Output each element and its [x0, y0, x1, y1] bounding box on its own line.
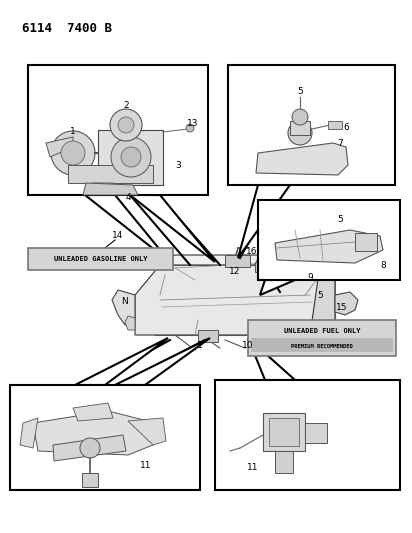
- Bar: [228, 65, 395, 185]
- Polygon shape: [73, 403, 113, 421]
- Polygon shape: [128, 418, 166, 445]
- Text: 1: 1: [197, 341, 203, 350]
- Text: 5: 5: [317, 292, 323, 301]
- Text: UNLEADED GASOLINE ONLY: UNLEADED GASOLINE ONLY: [54, 256, 147, 262]
- Polygon shape: [20, 418, 38, 448]
- Text: 15: 15: [336, 303, 348, 312]
- Bar: [251, 338, 393, 352]
- Text: 5: 5: [337, 215, 343, 224]
- Bar: [248, 320, 396, 356]
- Polygon shape: [88, 183, 118, 193]
- Bar: [255, 262, 273, 272]
- Bar: [28, 248, 173, 270]
- Bar: [28, 65, 208, 195]
- Circle shape: [292, 109, 308, 125]
- Bar: [290, 121, 310, 135]
- Text: 4: 4: [125, 192, 131, 201]
- Polygon shape: [33, 411, 153, 455]
- Text: 1: 1: [70, 127, 76, 136]
- Polygon shape: [256, 143, 348, 175]
- Bar: [269, 418, 299, 446]
- Circle shape: [80, 438, 100, 458]
- Polygon shape: [248, 338, 295, 380]
- Circle shape: [186, 124, 194, 132]
- Text: 2: 2: [123, 101, 129, 109]
- Polygon shape: [53, 435, 126, 461]
- Polygon shape: [112, 290, 135, 325]
- Bar: [225, 255, 250, 267]
- Polygon shape: [260, 280, 295, 295]
- Polygon shape: [275, 230, 383, 263]
- Bar: [198, 330, 218, 342]
- Bar: [305, 423, 327, 443]
- Circle shape: [111, 137, 151, 177]
- Circle shape: [61, 141, 85, 165]
- Text: N: N: [122, 297, 129, 306]
- Bar: [10, 385, 200, 490]
- Text: 9: 9: [307, 273, 313, 282]
- Circle shape: [51, 131, 95, 175]
- Polygon shape: [130, 195, 215, 262]
- Text: PREMIUM RECOMMENDED: PREMIUM RECOMMENDED: [291, 343, 353, 349]
- Circle shape: [118, 117, 134, 133]
- Text: 11: 11: [140, 461, 152, 470]
- Polygon shape: [75, 338, 168, 385]
- Text: UNLEADED FUEL ONLY: UNLEADED FUEL ONLY: [284, 328, 360, 334]
- Polygon shape: [160, 255, 335, 265]
- Polygon shape: [335, 292, 358, 315]
- Text: 6: 6: [343, 123, 349, 132]
- Text: 12: 12: [229, 268, 241, 277]
- Bar: [68, 165, 153, 183]
- Polygon shape: [310, 255, 335, 335]
- Bar: [275, 451, 293, 473]
- Polygon shape: [125, 316, 135, 330]
- Polygon shape: [83, 183, 138, 195]
- Text: 11: 11: [247, 464, 259, 472]
- Text: 10: 10: [242, 341, 254, 350]
- Text: 5: 5: [297, 86, 303, 95]
- Text: 13: 13: [187, 118, 199, 127]
- Bar: [263, 413, 305, 451]
- Bar: [258, 200, 400, 280]
- Bar: [355, 233, 377, 251]
- Bar: [98, 130, 163, 185]
- Text: 16: 16: [246, 247, 258, 256]
- Bar: [328, 121, 342, 129]
- Polygon shape: [46, 137, 73, 157]
- Text: 8: 8: [380, 261, 386, 270]
- Polygon shape: [85, 195, 170, 262]
- Text: 3: 3: [175, 160, 181, 169]
- Text: 7: 7: [337, 139, 343, 148]
- Bar: [82, 473, 98, 487]
- Bar: [215, 380, 400, 490]
- Text: 14: 14: [112, 231, 124, 240]
- Circle shape: [121, 147, 141, 167]
- Polygon shape: [115, 338, 210, 385]
- Circle shape: [288, 121, 312, 145]
- Circle shape: [110, 109, 142, 141]
- Polygon shape: [135, 265, 335, 335]
- Polygon shape: [238, 185, 290, 258]
- Text: 6114  7400 B: 6114 7400 B: [22, 22, 112, 35]
